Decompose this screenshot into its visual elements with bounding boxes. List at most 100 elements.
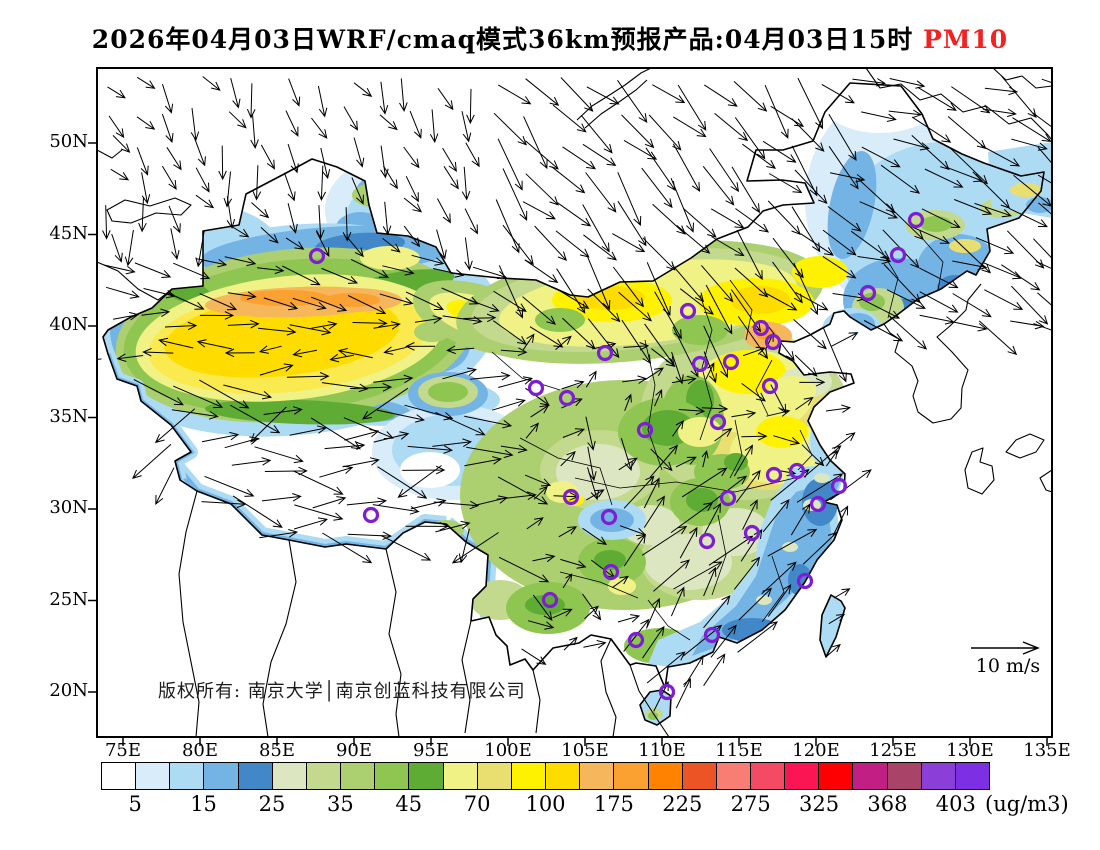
wind-arrow-icon [260, 144, 275, 170]
wind-arrow-icon [764, 85, 789, 139]
wind-arrow-icon [228, 111, 247, 129]
colorbar-tick-label: 5 [128, 792, 142, 816]
wind-arrow-icon [155, 467, 175, 506]
wind-arrow-icon [111, 233, 123, 263]
wind-arrow-icon [863, 320, 904, 342]
wind-arrow-icon [502, 224, 534, 266]
wind-arrow-icon [886, 289, 926, 309]
wind-arrow-icon [204, 475, 255, 497]
wind-arrow-icon [586, 489, 605, 501]
wind-arrow-icon [224, 256, 257, 267]
wind-arrow-icon [464, 237, 473, 271]
colorbar-cell [170, 763, 205, 789]
colorbar-cell [443, 763, 478, 789]
city-marker [709, 413, 727, 431]
wind-arrow-icon [646, 597, 661, 628]
colorbar-tick-label: 403 [935, 792, 976, 816]
wind-arrow-icon [978, 320, 1018, 356]
wind-arrow-icon [461, 166, 471, 201]
wind-arrow-icon [317, 85, 328, 118]
wind-arrow-icon [526, 517, 544, 530]
wind-arrow-icon [347, 237, 364, 258]
wind-arrow-icon [974, 202, 1012, 218]
city-marker [362, 506, 380, 524]
wind-arrow-icon [761, 561, 797, 595]
wind-arrow-icon [679, 526, 698, 559]
wind-arrow-icon [762, 498, 790, 533]
wind-arrow-icon [310, 417, 361, 450]
japan-island-coastline [1005, 433, 1045, 459]
wind-arrow-icon [344, 429, 380, 441]
city-marker [859, 284, 877, 302]
wind-arrow-icon [950, 147, 989, 185]
city-marker [809, 495, 827, 513]
wind-arrow-icon [429, 109, 439, 144]
city-marker [722, 353, 740, 371]
wind-arrow-icon [164, 321, 198, 331]
wind-arrow-icon [919, 291, 959, 313]
wind-arrow-icon [107, 86, 126, 99]
wind-arrow-icon [741, 382, 766, 402]
wind-arrow-icon [497, 84, 532, 105]
wind-arrow-icon [1008, 207, 1048, 228]
wind-arrow-icon [766, 408, 791, 417]
colorbar-tick-label: 225 [662, 792, 703, 816]
wind-arrow-icon [461, 111, 472, 143]
lake-balkhash-outline [106, 197, 192, 224]
colorbar-cell [580, 763, 615, 789]
wind-arrow-icon [857, 255, 892, 265]
wind-arrow-icon [116, 353, 144, 362]
wind-arrow-icon [947, 116, 987, 150]
wind-arrow-icon [124, 229, 134, 267]
city-marker [602, 563, 620, 581]
wind-arrow-icon [832, 505, 849, 537]
wind-arrow-icon [252, 165, 262, 201]
wind-arrow-icon [825, 449, 838, 467]
wind-arrow-icon [230, 404, 281, 434]
wind-arrow-icon [648, 114, 682, 151]
wind-arrow-icon [231, 457, 272, 466]
wind-arrow-icon [312, 496, 347, 509]
wind-arrow-icon [224, 348, 255, 358]
copyright-text: 版权所有: 南京大学│南京创蓝科技有限公司 [158, 681, 526, 702]
wind-arrow-icon [850, 230, 891, 260]
wind-arrow-icon [555, 230, 590, 258]
lat-tick-label: 20N [49, 680, 88, 701]
wind-arrow-icon [671, 351, 684, 385]
colorbar-cell [238, 763, 273, 789]
wind-arrow-icon [173, 385, 224, 409]
city-marker [761, 377, 779, 395]
wind-arrow-icon [407, 445, 454, 454]
wind-arrow-icon [493, 112, 528, 146]
wind-arrow-icon [555, 288, 590, 309]
wind-arrow-icon [376, 409, 425, 423]
wind-arrow-icon [701, 265, 734, 303]
wind-arrow-icon [764, 292, 798, 311]
wind-arrow-icon [617, 80, 648, 123]
wind-arrow-icon [232, 495, 283, 528]
wind-arrow-icon [677, 84, 707, 131]
wind-arrow-icon [705, 362, 715, 380]
wind-arrow-icon [133, 379, 184, 406]
wind-arrow-icon [382, 165, 398, 190]
wind-arrow-icon [833, 588, 851, 599]
wind-arrow-icon [497, 138, 523, 191]
india-border [178, 490, 200, 737]
wind-arrow-icon [859, 201, 899, 219]
wind-arrow-icon [227, 291, 257, 300]
wind-arrow-icon [679, 288, 714, 315]
wind-arrow-icon [582, 593, 602, 621]
pm10-field [103, 83, 1052, 725]
wind-arrow-icon [1037, 146, 1052, 165]
wind-arrow-icon [737, 316, 769, 360]
wind-arrow-icon [442, 147, 457, 173]
wind-arrow-icon [403, 197, 423, 213]
colorbar-tick-label: 45 [395, 792, 423, 816]
wind-arrow-icon [409, 110, 422, 139]
wind-arrow-icon [521, 648, 547, 665]
wind-arrow-icon [742, 346, 766, 357]
wind-arrow-icon [497, 476, 549, 505]
wind-arrow-icon [975, 237, 1015, 255]
wind-arrow-icon [827, 206, 862, 232]
